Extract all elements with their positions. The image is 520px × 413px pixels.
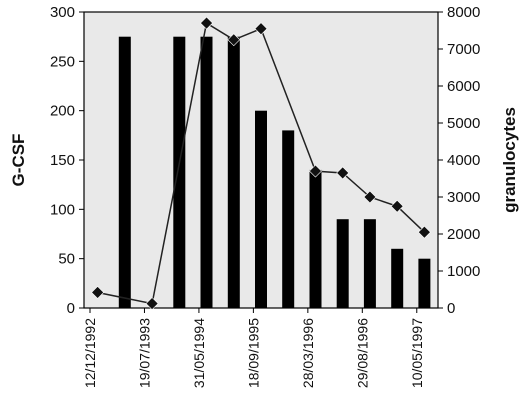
tick-label: 6000	[447, 78, 480, 95]
tick-label: 150	[50, 152, 75, 169]
bar	[173, 36, 186, 308]
bar	[336, 219, 349, 308]
bar	[309, 169, 322, 308]
line-point	[200, 16, 213, 30]
right-axis-ticks: 0 1000 2000 3000 4000 5000 6000 7000 8000	[438, 4, 480, 317]
line-point	[390, 199, 404, 213]
bar	[282, 130, 295, 308]
tick-label: 28/03/1996	[300, 318, 316, 388]
tick-label: 29/08/1996	[354, 318, 370, 388]
tick-label: 19/07/1993	[137, 318, 153, 388]
left-axis-ticks: 0 50 100 150 200 250 300	[50, 4, 84, 317]
y-axis-right-label: granulocytes	[500, 107, 519, 213]
tick-label: 1000	[447, 263, 480, 280]
bar	[418, 258, 431, 308]
line-point	[227, 33, 241, 47]
tick-label: 7000	[447, 41, 480, 58]
bar	[391, 248, 404, 308]
line-point	[145, 297, 159, 310]
line-point	[336, 166, 350, 180]
line-point	[363, 190, 377, 204]
bar	[200, 36, 213, 308]
tick-label: 4000	[447, 152, 480, 169]
tick-label: 3000	[447, 189, 480, 206]
bar	[363, 219, 376, 308]
tick-label: 300	[50, 4, 75, 21]
line-point	[254, 22, 268, 36]
line-point	[309, 164, 322, 178]
y-axis-left-label: G-CSF	[9, 134, 28, 187]
bar	[118, 36, 131, 308]
granulocytes-line	[97, 21, 425, 305]
bar	[255, 110, 267, 308]
tick-label: 250	[50, 53, 75, 70]
tick-label: 18/09/1995	[245, 318, 261, 388]
line-point	[417, 225, 431, 239]
bar-series	[118, 36, 431, 308]
x-axis-ticks: 12/12/1992 19/07/1993 31/05/1994 18/09/1995…	[82, 308, 425, 388]
tick-label: 0	[447, 300, 455, 317]
tick-label: 5000	[447, 115, 480, 132]
bar	[227, 36, 240, 308]
tick-label: 50	[58, 251, 75, 268]
tick-label: 10/05/1997	[409, 318, 425, 388]
tick-label: 12/12/1992	[82, 318, 98, 388]
tick-label: 200	[50, 103, 75, 120]
tick-label: 0	[67, 300, 75, 317]
tick-label: 31/05/1994	[191, 318, 207, 388]
tick-label: 2000	[447, 226, 480, 243]
tick-label: 8000	[447, 4, 480, 21]
line-point	[91, 286, 105, 299]
line-series	[91, 16, 431, 310]
tick-label: 100	[50, 201, 75, 218]
